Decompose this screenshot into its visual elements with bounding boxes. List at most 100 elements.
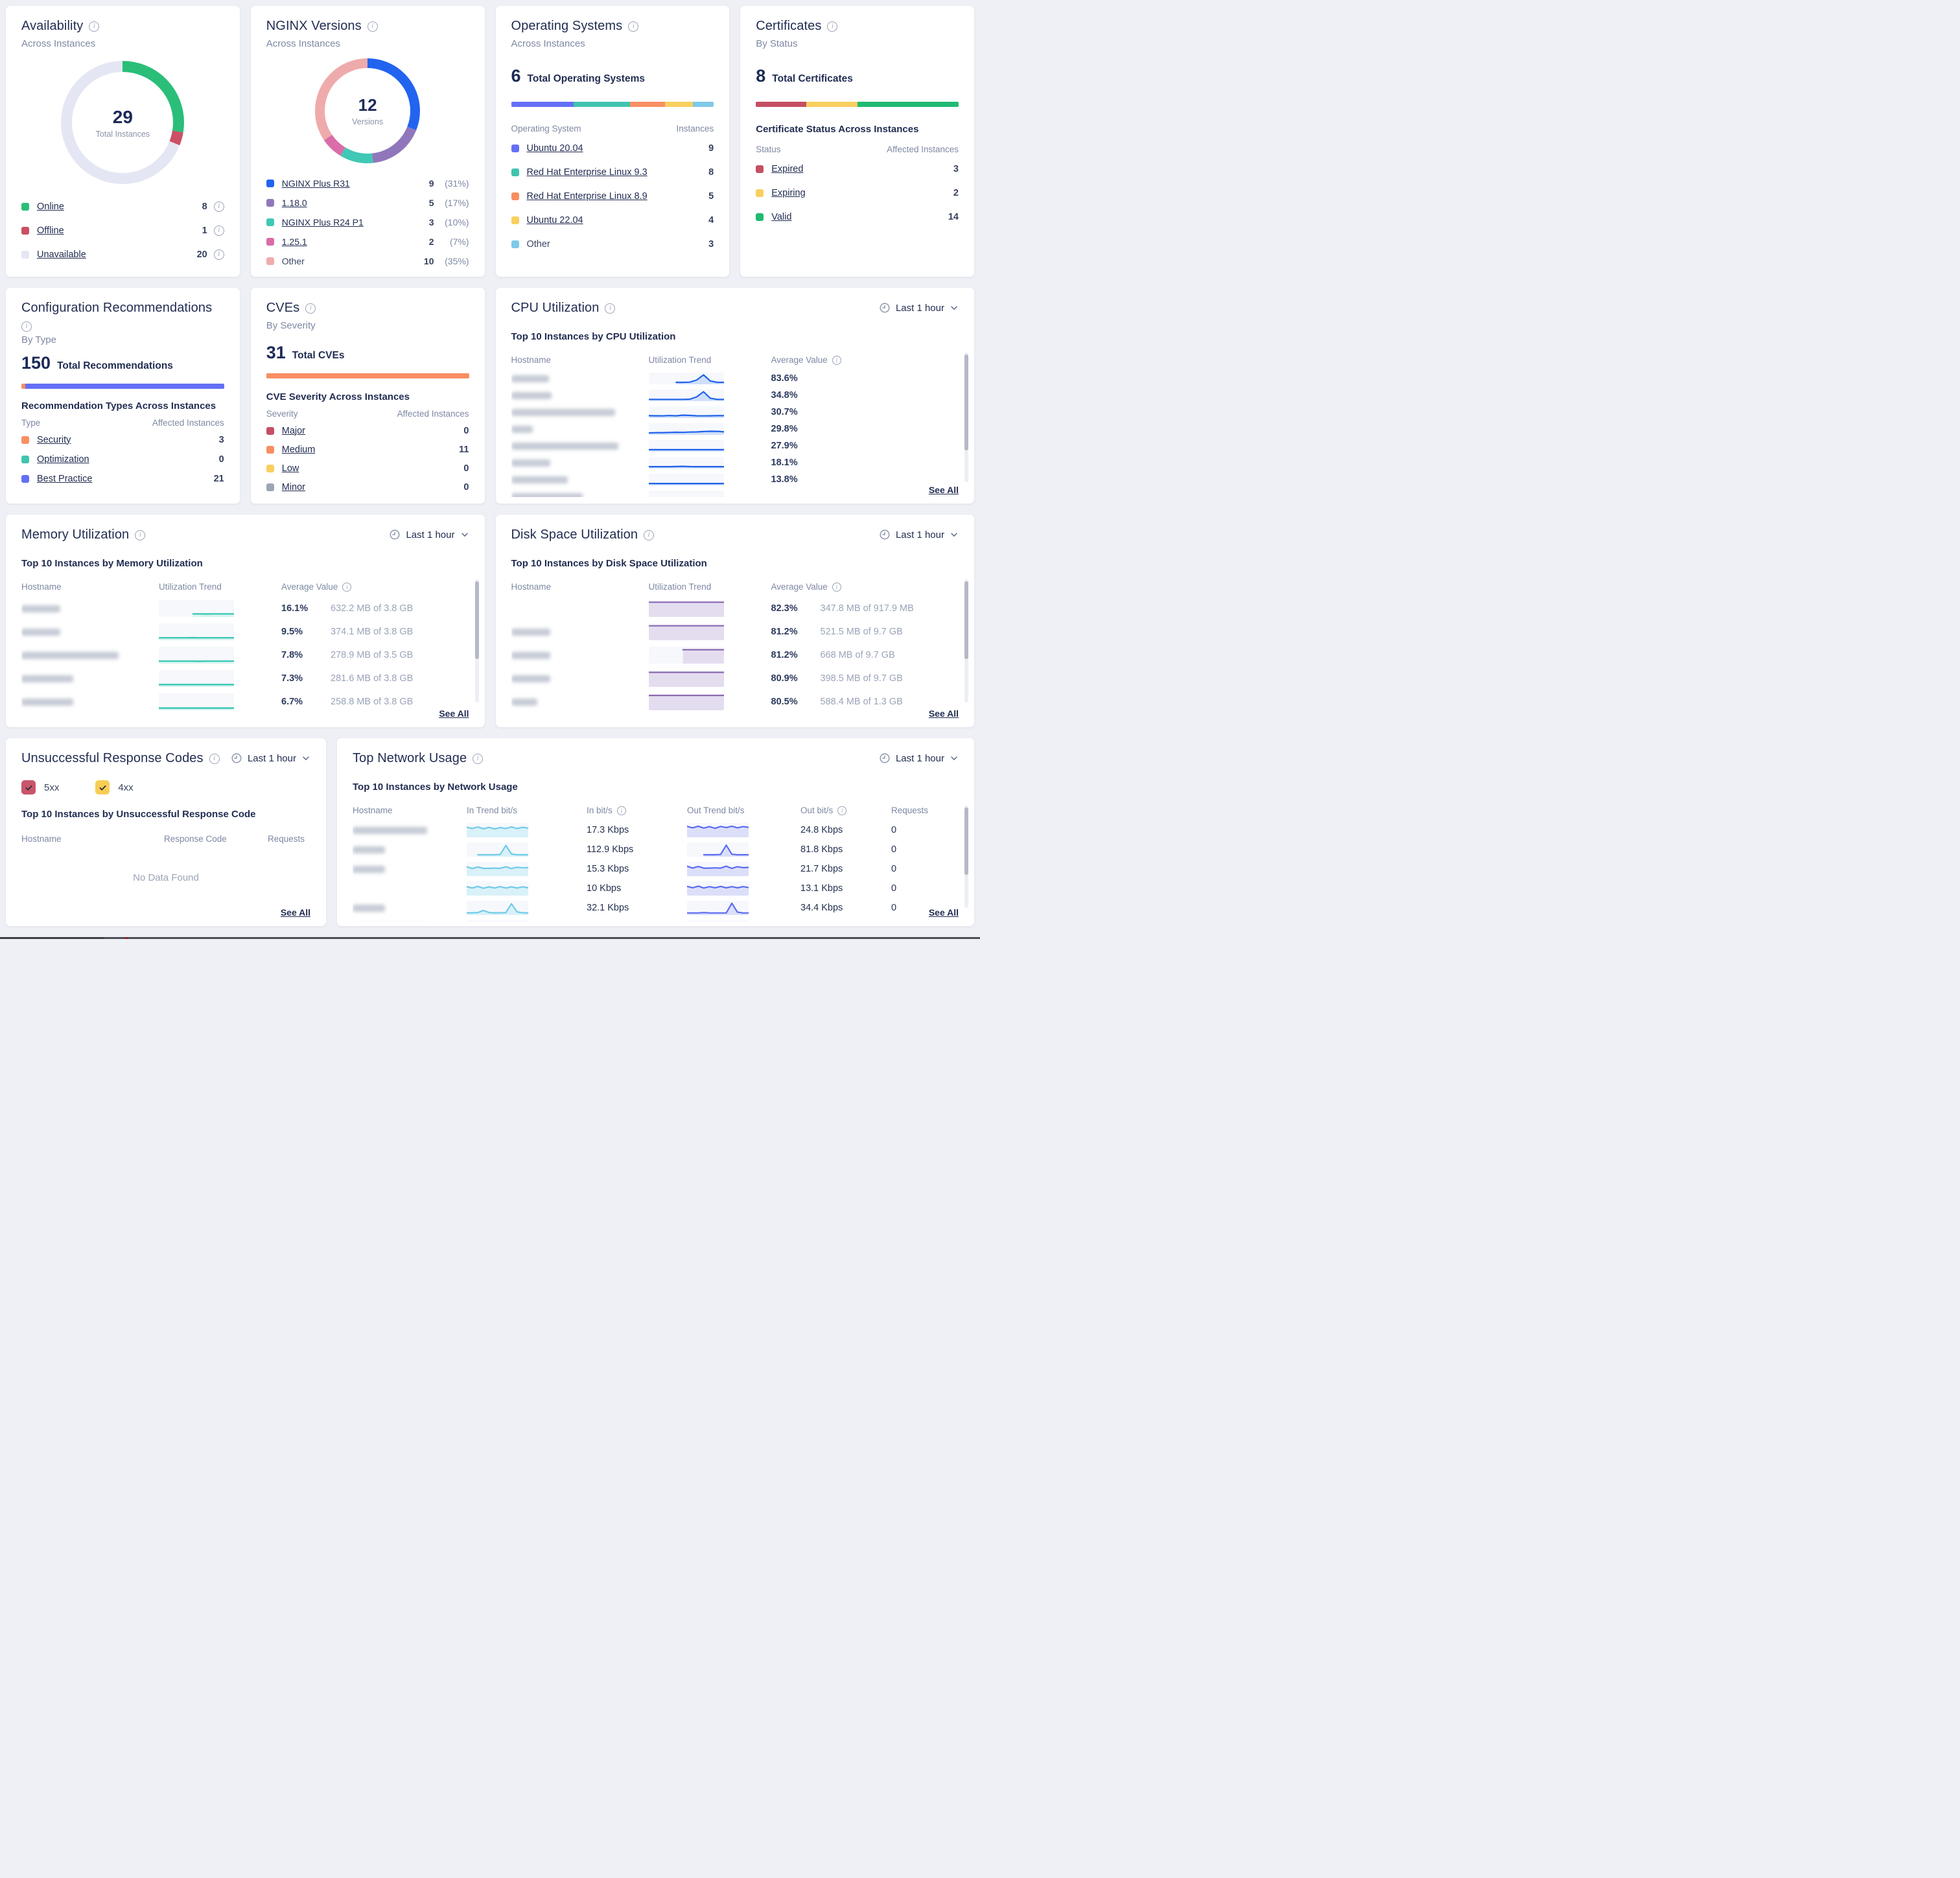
scrollbar-thumb[interactable] xyxy=(964,807,968,875)
info-icon[interactable] xyxy=(305,303,316,314)
info-icon[interactable] xyxy=(605,303,616,314)
hostname-redacted[interactable] xyxy=(511,675,550,682)
table-title: Top 10 Instances by CPU Utilization xyxy=(511,331,676,342)
hostname-redacted[interactable] xyxy=(511,442,618,450)
info-icon[interactable] xyxy=(367,21,378,32)
time-range-dropdown[interactable]: Last 1 hour xyxy=(389,529,469,540)
legend-label[interactable]: Online xyxy=(37,201,64,212)
status-label[interactable]: Valid xyxy=(771,211,792,222)
hostname-redacted[interactable] xyxy=(511,476,568,483)
info-icon[interactable] xyxy=(213,225,224,236)
clock-icon xyxy=(880,529,890,540)
os-label[interactable]: Red Hat Enterprise Linux 9.3 xyxy=(526,167,648,178)
legend-label[interactable]: Unavailable xyxy=(37,249,86,260)
time-range-dropdown[interactable]: Last 1 hour xyxy=(231,752,310,764)
status-label[interactable]: Expired xyxy=(771,163,804,174)
hostname-redacted[interactable] xyxy=(353,826,427,834)
see-all-link[interactable]: See All xyxy=(928,907,959,918)
info-icon[interactable] xyxy=(89,21,100,32)
legend-label[interactable]: NGINX Plus R24 P1 xyxy=(281,217,364,227)
filter-checkbox-item[interactable]: 4xx xyxy=(95,780,134,794)
see-all-link[interactable]: See All xyxy=(439,708,469,719)
info-icon[interactable] xyxy=(827,21,838,32)
info-icon[interactable] xyxy=(472,753,484,764)
info-icon[interactable] xyxy=(135,529,146,540)
info-icon[interactable] xyxy=(644,529,655,540)
info-icon[interactable] xyxy=(832,582,841,592)
list-item: Best Practice 21 xyxy=(21,469,224,489)
status-label[interactable]: Expiring xyxy=(771,187,806,198)
os-label[interactable]: Ubuntu 22.04 xyxy=(526,214,583,226)
info-icon[interactable] xyxy=(628,21,639,32)
card-title: NGINX Versions xyxy=(266,19,362,33)
hostname-redacted[interactable] xyxy=(511,391,552,399)
time-range-dropdown[interactable]: Last 1 hour xyxy=(879,302,959,314)
legend-label[interactable]: Offline xyxy=(37,225,64,236)
out-trend-sparkline xyxy=(687,920,749,922)
filter-checkbox-item[interactable]: 5xx xyxy=(21,780,59,794)
list-item: Minor 0 xyxy=(266,478,469,496)
legend-label[interactable]: 1.18.0 xyxy=(281,198,307,208)
card-top-network-usage: Top Network Usage Last 1 hour Top 10 Ins… xyxy=(336,737,975,927)
scrollbar-thumb[interactable] xyxy=(474,581,479,659)
scrollbar-track[interactable] xyxy=(964,806,968,908)
os-label[interactable]: Ubuntu 20.04 xyxy=(526,143,583,154)
time-range-dropdown[interactable]: Last 1 hour xyxy=(879,752,959,764)
hostname-redacted[interactable] xyxy=(511,493,583,497)
hostname-redacted[interactable] xyxy=(511,375,549,382)
severity-label[interactable]: Medium xyxy=(281,444,316,455)
see-all-link[interactable]: See All xyxy=(928,485,959,495)
hostname-redacted[interactable] xyxy=(353,865,385,873)
info-icon[interactable] xyxy=(213,249,224,260)
hostname-redacted[interactable] xyxy=(21,651,119,659)
hostname-redacted[interactable] xyxy=(21,628,60,636)
hostname-redacted[interactable] xyxy=(511,459,550,467)
see-all-link[interactable]: See All xyxy=(280,907,310,918)
severity-label[interactable]: Major xyxy=(281,425,306,436)
info-icon[interactable] xyxy=(21,321,32,332)
checkbox[interactable] xyxy=(95,780,110,794)
os-count: 8 xyxy=(708,167,714,178)
hostname-redacted[interactable] xyxy=(511,698,537,706)
type-label[interactable]: Security xyxy=(37,434,71,445)
time-range-dropdown[interactable]: Last 1 hour xyxy=(879,529,959,540)
info-icon[interactable] xyxy=(209,753,220,764)
info-icon[interactable] xyxy=(616,806,626,815)
hostname-redacted[interactable] xyxy=(511,408,615,416)
hostname-redacted[interactable] xyxy=(353,904,385,912)
hostname-redacted[interactable] xyxy=(353,846,385,853)
legend-label[interactable]: Other xyxy=(281,256,305,266)
hostname-redacted[interactable] xyxy=(511,425,533,433)
hostname-redacted[interactable] xyxy=(21,605,60,612)
scrollbar-thumb[interactable] xyxy=(964,581,968,659)
hostname-redacted[interactable] xyxy=(21,675,73,682)
checkbox[interactable] xyxy=(21,780,36,794)
type-label[interactable]: Optimization xyxy=(37,454,89,465)
hostname-redacted[interactable] xyxy=(21,698,73,706)
hostname-redacted[interactable] xyxy=(511,651,550,659)
legend-label[interactable]: NGINX Plus R31 xyxy=(281,178,350,189)
list-item: Other 3 xyxy=(511,232,714,256)
scrollbar-track[interactable] xyxy=(964,579,968,702)
list-item: Low 0 xyxy=(266,459,469,478)
info-icon[interactable] xyxy=(213,201,224,212)
severity-label[interactable]: Low xyxy=(281,463,299,474)
column-header: Average Value xyxy=(281,582,338,592)
disk-trend-sparkline xyxy=(648,670,724,687)
info-icon[interactable] xyxy=(832,355,841,365)
scrollbar-thumb[interactable] xyxy=(964,354,968,450)
os-label[interactable]: Red Hat Enterprise Linux 8.9 xyxy=(526,191,648,202)
see-all-link[interactable]: See All xyxy=(928,708,959,719)
hostname-redacted[interactable] xyxy=(511,628,550,636)
os-label[interactable]: Other xyxy=(526,238,550,249)
severity-label[interactable]: Minor xyxy=(281,481,306,493)
info-icon[interactable] xyxy=(342,582,352,592)
info-icon[interactable] xyxy=(837,806,847,815)
scrollbar-track[interactable] xyxy=(474,579,479,702)
scrollbar-track[interactable] xyxy=(964,353,968,482)
average-detail: 258.8 MB of 3.8 GB xyxy=(331,697,414,707)
average-value: 6.7% xyxy=(281,697,303,707)
legend-label[interactable]: 1.25.1 xyxy=(281,237,307,247)
type-label[interactable]: Best Practice xyxy=(37,473,93,484)
requests-value: 0 xyxy=(891,844,897,855)
